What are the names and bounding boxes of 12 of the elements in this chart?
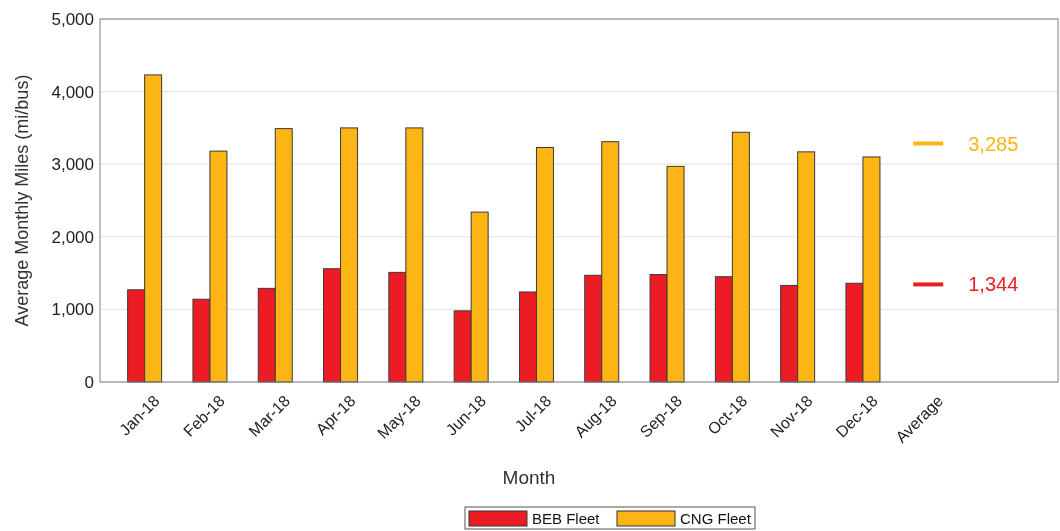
legend-label: BEB Fleet <box>532 510 601 528</box>
y-axis-title: Average Monthly Miles (mi/bus) <box>12 74 32 327</box>
y-tick-label: 1,000 <box>51 300 94 320</box>
text: 1,344 <box>968 273 1019 296</box>
y-tick-label: 4,000 <box>51 82 94 102</box>
legend-label: CNG Fleet <box>680 510 752 528</box>
y-tick-label: 3,000 <box>51 155 94 175</box>
text: 3,285 <box>968 132 1019 155</box>
y-tick-label: 5,000 <box>51 9 94 29</box>
x-axis-title: Month <box>502 467 556 488</box>
y-tick-label: 2,000 <box>51 227 94 247</box>
y-tick-label: 0 <box>84 372 94 392</box>
